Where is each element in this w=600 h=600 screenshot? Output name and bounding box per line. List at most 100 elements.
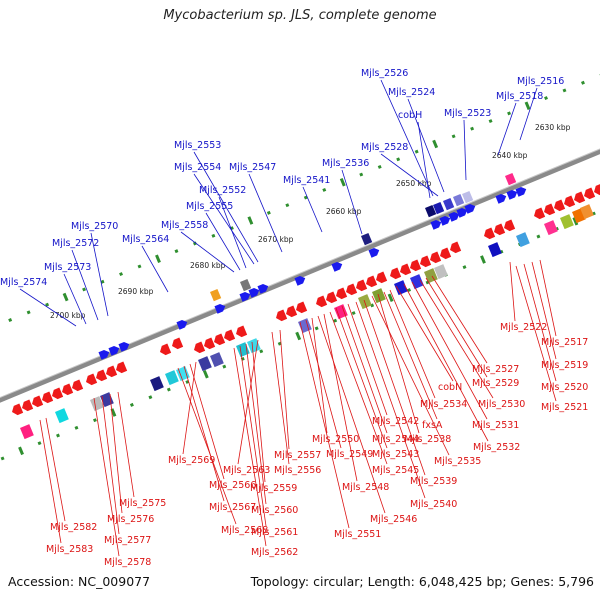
track-tick bbox=[322, 187, 327, 192]
label-leader-line bbox=[90, 232, 109, 317]
gene-label: Mjls_2517 bbox=[541, 337, 588, 348]
reverse-gene-arrow bbox=[172, 337, 184, 350]
reverse-gene-arrow bbox=[276, 309, 288, 322]
label-leader-line bbox=[45, 417, 66, 522]
label-leader-line bbox=[141, 245, 169, 293]
label-leader-line bbox=[218, 196, 247, 269]
reverse-gene-arrow bbox=[564, 195, 576, 208]
gene-label: cobN bbox=[438, 382, 462, 393]
reverse-gene-arrow bbox=[52, 387, 64, 400]
track-tick bbox=[581, 80, 585, 85]
label-leader-line bbox=[180, 231, 235, 273]
label-leader-line bbox=[395, 285, 454, 382]
backbone-line bbox=[0, 148, 600, 403]
gene-label: Mjls_2541 bbox=[283, 175, 330, 186]
reverse-gene-arrow bbox=[316, 295, 328, 308]
track-tick bbox=[544, 96, 548, 101]
scale-label: 2670 kbp bbox=[258, 235, 294, 244]
track-tick bbox=[155, 254, 161, 264]
forward-gene-arrow bbox=[506, 190, 518, 200]
gene-label: Mjls_2550 bbox=[312, 434, 359, 445]
accession-label: Accession: NC_009077 bbox=[8, 574, 151, 589]
feature-box bbox=[197, 356, 212, 372]
feature-box bbox=[165, 370, 179, 386]
label-leader-line bbox=[117, 391, 135, 498]
reverse-gene-arrow bbox=[62, 383, 74, 396]
label-leader-line bbox=[19, 288, 77, 327]
scale-label: 2700 kbp bbox=[50, 311, 86, 320]
gene-label: Mjls_2539 bbox=[410, 476, 457, 487]
feature-box bbox=[516, 232, 530, 248]
label-leader-line bbox=[341, 305, 388, 434]
gene-label: cobH bbox=[398, 110, 422, 121]
gene-label: Mjls_2558 bbox=[161, 220, 208, 231]
feature-box bbox=[453, 193, 465, 207]
track-tick bbox=[8, 318, 13, 322]
label-leader-line bbox=[425, 277, 488, 378]
forward-gene-arrow bbox=[368, 248, 380, 258]
feature-box bbox=[425, 204, 437, 218]
gene-label: Mjls_2554 bbox=[174, 162, 221, 173]
label-leader-line bbox=[323, 313, 358, 482]
label-leader-line bbox=[245, 343, 267, 505]
reverse-gene-arrow bbox=[214, 333, 226, 346]
track-tick bbox=[432, 139, 439, 149]
reverse-gene-arrow bbox=[356, 279, 368, 292]
forward-gene-arrow bbox=[430, 220, 442, 230]
track-tick bbox=[524, 101, 531, 110]
reverse-gene-arrow bbox=[494, 223, 506, 236]
reverse-gene-arrow bbox=[346, 283, 358, 296]
gene-label: Mjls_2569 bbox=[168, 455, 215, 466]
feature-box bbox=[488, 242, 502, 258]
track-tick bbox=[211, 233, 216, 238]
gene-label: Mjls_2543 bbox=[372, 449, 419, 460]
gene-label: Mjls_2578 bbox=[104, 557, 151, 568]
track-tick bbox=[470, 126, 475, 131]
reverse-gene-arrow bbox=[116, 361, 128, 374]
track-tick bbox=[26, 310, 31, 315]
forward-gene-arrow bbox=[176, 320, 188, 330]
scale-label: 2660 kbp bbox=[326, 207, 362, 216]
feature-box bbox=[334, 304, 348, 320]
gene-label: Mjls_2577 bbox=[104, 535, 151, 546]
label-leader-line bbox=[329, 311, 388, 465]
track-tick bbox=[462, 265, 467, 270]
track-tick bbox=[414, 149, 419, 154]
reverse-gene-arrow bbox=[32, 395, 44, 408]
gene-label: Mjls_2542 bbox=[372, 416, 419, 427]
feature-box bbox=[54, 408, 69, 424]
track-tick bbox=[351, 311, 356, 316]
track-tick bbox=[562, 88, 567, 93]
forward-gene-arrow bbox=[108, 346, 120, 356]
reverse-gene-arrow bbox=[296, 301, 308, 314]
label-leader-line bbox=[355, 301, 426, 499]
feature-box bbox=[409, 274, 424, 290]
feature-box bbox=[210, 288, 222, 302]
gene-label: Mjls_2524 bbox=[388, 87, 435, 98]
label-leader-line bbox=[389, 289, 436, 399]
track-tick bbox=[137, 264, 142, 269]
label-leader-line bbox=[380, 153, 439, 197]
label-leader-line bbox=[305, 319, 342, 449]
label-leader-line bbox=[335, 307, 388, 449]
gene-label: Mjls_2547 bbox=[229, 162, 276, 173]
label-leader-line bbox=[183, 365, 225, 502]
track-tick bbox=[0, 456, 5, 461]
reverse-gene-arrow bbox=[194, 341, 206, 354]
track-tick bbox=[202, 370, 209, 379]
feature-box bbox=[246, 338, 261, 354]
label-leader-line bbox=[239, 345, 267, 527]
gene-label: Mjls_2555 bbox=[186, 201, 233, 212]
feature-box bbox=[462, 190, 474, 204]
feature-box bbox=[298, 318, 312, 334]
forward-gene-arrow bbox=[239, 292, 251, 302]
gene-label: Mjls_2576 bbox=[107, 514, 154, 525]
reverse-gene-arrow bbox=[574, 191, 586, 204]
gene-label: Mjls_2562 bbox=[251, 547, 298, 558]
reverse-gene-arrow bbox=[554, 199, 566, 212]
track-tick bbox=[37, 441, 42, 446]
gene-label: Mjls_2552 bbox=[199, 185, 246, 196]
reverse-gene-arrow bbox=[72, 379, 84, 392]
label-leader-line bbox=[63, 273, 87, 325]
reverse-gene-arrow bbox=[160, 343, 172, 356]
